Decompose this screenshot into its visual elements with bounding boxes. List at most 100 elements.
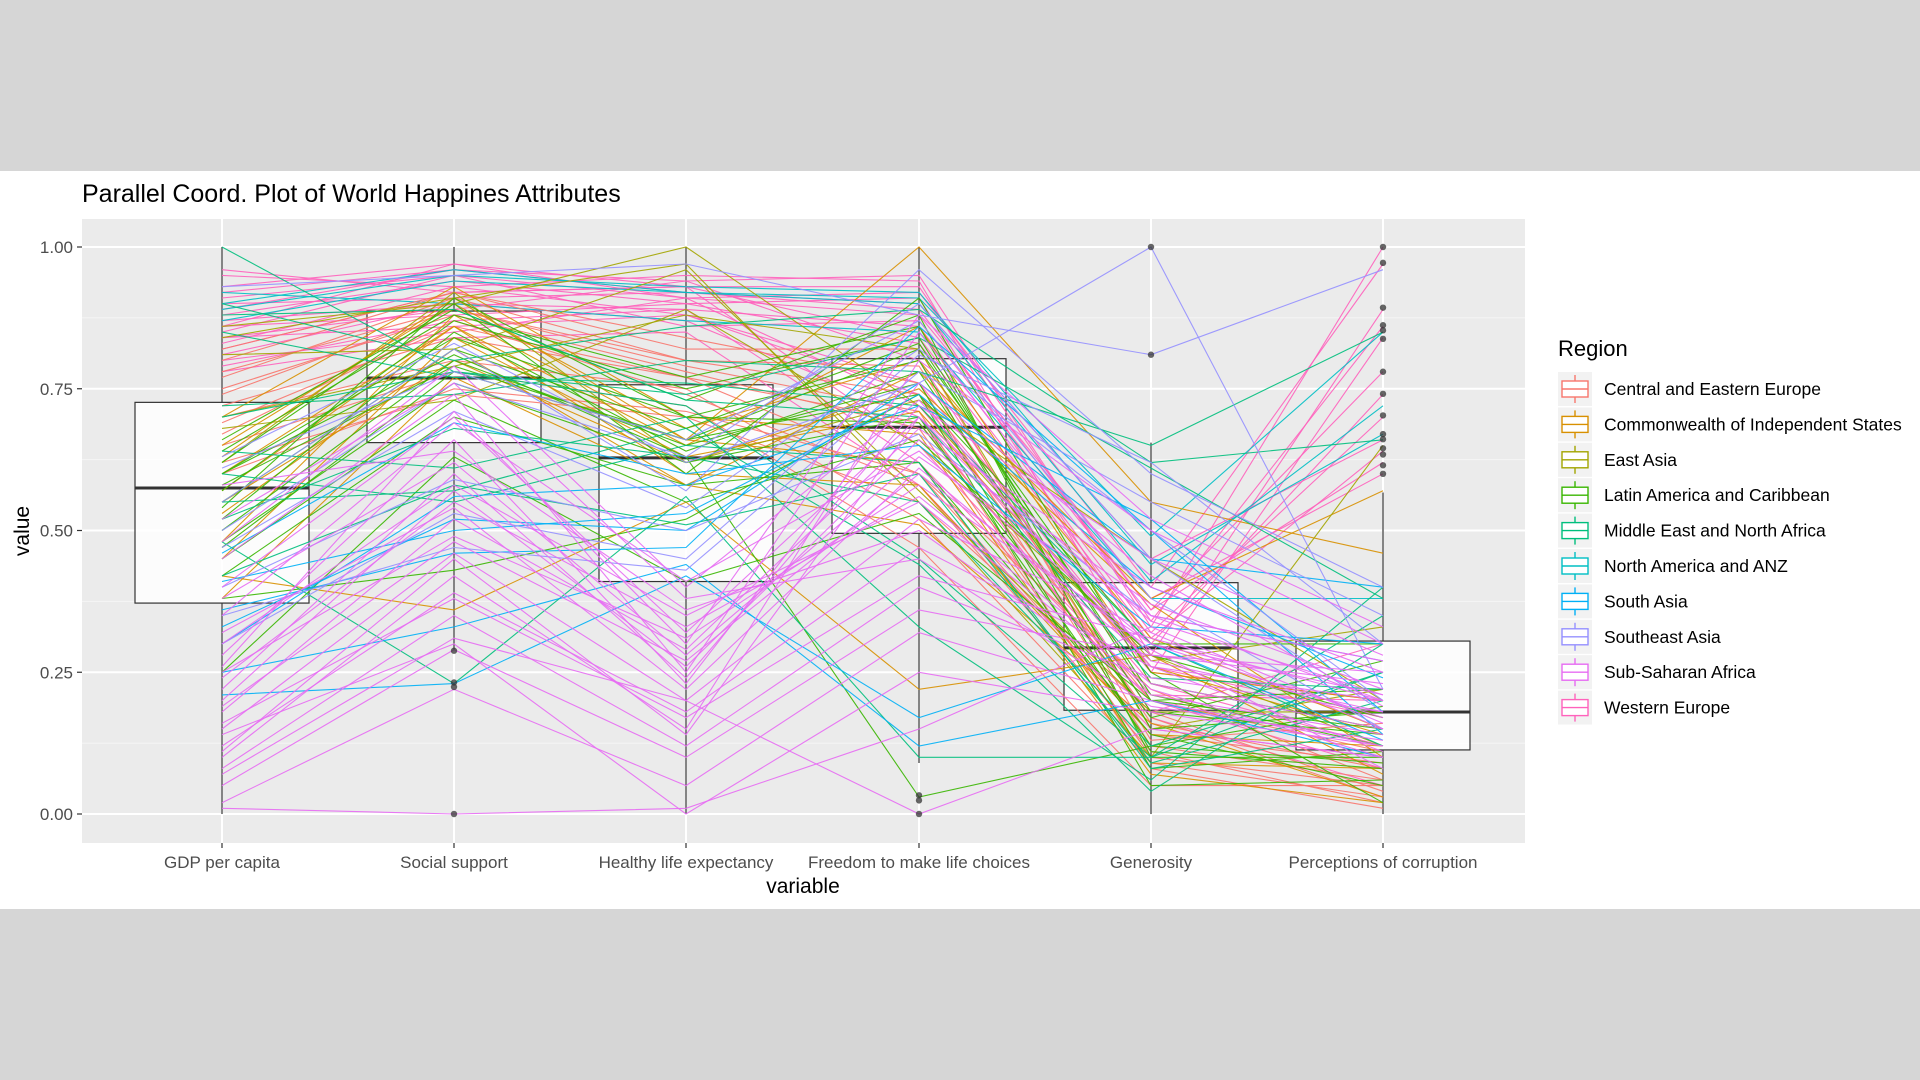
x-tick-label: Social support — [400, 853, 508, 872]
series-line — [221, 297, 1384, 804]
chart-svg: Parallel Coord. Plot of World Happines A… — [11, 180, 1902, 898]
series-lines — [221, 246, 1384, 815]
series-line — [221, 348, 1384, 798]
series-line — [221, 263, 1384, 600]
x-axis-title: variable — [766, 875, 840, 898]
series-line — [221, 473, 1384, 770]
series-line — [221, 337, 1384, 770]
outlier-point — [915, 797, 923, 804]
x-tick-label: Healthy life expectancy — [599, 853, 774, 872]
series-line — [221, 365, 1384, 702]
y-tick-label: 0.75 — [40, 380, 73, 399]
y-axis-title: value — [11, 506, 34, 556]
series-line — [221, 320, 1384, 702]
legend-label: Western Europe — [1604, 698, 1730, 718]
series-line — [221, 456, 1384, 702]
x-tick-label: Freedom to make life choices — [808, 853, 1030, 872]
series-line — [221, 427, 1384, 713]
series-line — [221, 427, 1384, 792]
series-line — [221, 575, 1384, 724]
series-line — [221, 632, 1384, 804]
outlier-point — [1379, 335, 1387, 343]
series-line — [221, 501, 1384, 775]
legend-label: North America and ANZ — [1604, 556, 1788, 576]
outlier-point — [1379, 462, 1387, 469]
outlier-point — [1379, 304, 1387, 311]
outlier-point — [1379, 243, 1387, 251]
series-line — [221, 308, 1384, 690]
legend-title: Region — [1558, 336, 1628, 361]
legend-label: Southeast Asia — [1604, 627, 1721, 647]
series-line — [221, 246, 1384, 554]
legend-label: East Asia — [1604, 450, 1677, 470]
boxplot-box — [134, 401, 310, 604]
outlier-point — [450, 647, 458, 654]
series-line — [221, 325, 1384, 736]
outlier-point — [1379, 436, 1387, 443]
series-line — [221, 422, 1384, 696]
series-line — [221, 393, 1384, 679]
outlier-point — [1379, 470, 1387, 477]
series-line — [221, 643, 1384, 815]
series-line — [221, 405, 1384, 690]
series-line — [221, 354, 1384, 645]
series-line — [221, 246, 1384, 662]
outlier-point — [1379, 259, 1387, 267]
series-line — [221, 314, 1384, 667]
legend-label: Commonwealth of Independent States — [1604, 414, 1902, 434]
series-line — [221, 365, 1384, 787]
outlier-point — [1379, 327, 1387, 334]
series-line — [221, 416, 1384, 673]
legend-item: Southeast Asia — [1558, 619, 1721, 654]
series-line — [221, 637, 1384, 815]
x-tick-label: GDP per capita — [164, 853, 280, 872]
series-line — [221, 450, 1384, 736]
x-tick-label: Generosity — [1110, 853, 1193, 872]
series-line — [221, 314, 1384, 730]
x-axis: GDP per capita Social support Healthy life… — [164, 843, 1478, 872]
series-line — [221, 320, 1384, 730]
y-tick-label: 1.00 — [40, 238, 73, 257]
series-line — [221, 246, 1384, 690]
series-line — [221, 331, 1384, 674]
series-line — [221, 586, 1384, 770]
series-line — [221, 484, 1384, 758]
y-tick-label: 0.25 — [40, 663, 73, 682]
series-line — [221, 348, 1384, 702]
chart-title: Parallel Coord. Plot of World Happines A… — [82, 180, 621, 208]
series-line — [221, 546, 1384, 753]
series-line — [221, 263, 1384, 623]
series-line — [221, 563, 1384, 758]
series-line — [221, 473, 1384, 764]
series-line — [221, 291, 1384, 781]
y-axis: 0.00 0.25 0.50 0.75 1.00 — [40, 238, 82, 824]
series-line — [221, 382, 1384, 764]
outlier-point — [1147, 243, 1155, 251]
outlier-point — [450, 810, 458, 818]
series-line — [221, 609, 1384, 787]
series-line — [221, 291, 1384, 741]
series-line — [221, 495, 1384, 730]
series-line — [221, 359, 1384, 758]
series-line — [221, 382, 1384, 707]
series-line — [221, 495, 1384, 758]
outlier-point — [1379, 451, 1387, 458]
legend-item: Sub-Saharan Africa — [1558, 655, 1756, 690]
outlier-point — [1379, 412, 1387, 419]
chart-figure: Parallel Coord. Plot of World Happines A… — [0, 171, 1920, 909]
legend-item: Commonwealth of Independent States — [1558, 407, 1902, 442]
series-line — [221, 280, 1384, 583]
legend-label: Sub-Saharan Africa — [1604, 662, 1756, 682]
series-line — [221, 308, 1383, 758]
legend-label: Latin America and Caribbean — [1604, 485, 1830, 505]
legend-item: Middle East and North Africa — [1558, 513, 1826, 548]
legend-label: Middle East and North Africa — [1604, 521, 1826, 541]
outlier-point — [450, 683, 458, 691]
series-line — [221, 303, 1384, 464]
legend-item: South Asia — [1558, 584, 1688, 619]
legend-item: Latin America and Caribbean — [1558, 478, 1830, 513]
outlier-point — [1147, 351, 1155, 358]
outlier-point — [1379, 390, 1387, 398]
series-line — [221, 439, 1384, 702]
legend-label: South Asia — [1604, 591, 1688, 611]
